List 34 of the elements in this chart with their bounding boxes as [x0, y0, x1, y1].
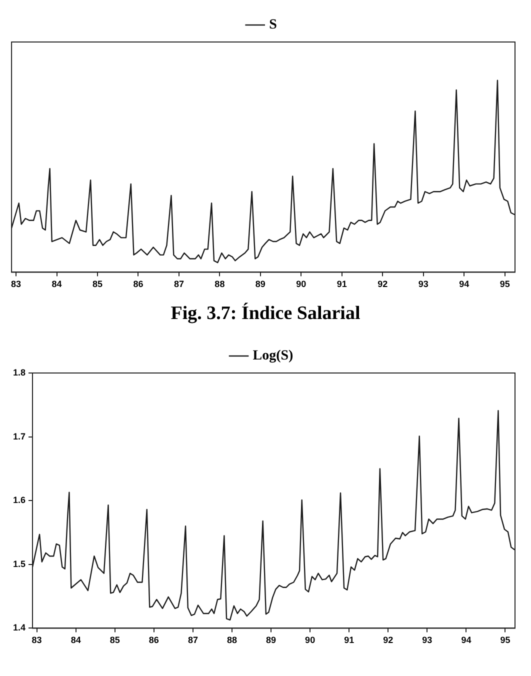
x-tick-label: 86: [148, 635, 159, 646]
x-tick-label: 83: [32, 635, 42, 646]
x-tick-label: 84: [70, 635, 81, 646]
caption: Fig. 3.7: Índice Salarial: [170, 303, 362, 325]
y-tick-label: 1.7: [12, 431, 26, 442]
legend-label: Log(S): [252, 348, 294, 364]
x-tick-label: 94: [461, 635, 472, 646]
x-tick-label: 85: [92, 279, 102, 290]
x-tick-label: 91: [336, 279, 347, 290]
y-tick-label: 1.5: [12, 558, 26, 569]
x-tick-label: 94: [459, 279, 470, 290]
y-tick-label: 1.6: [12, 495, 26, 506]
x-tick-label: 95: [500, 635, 510, 646]
x-tick-label: 84: [52, 279, 62, 290]
x-tick-label: 86: [133, 279, 144, 290]
y-tick-label: 1.4: [12, 622, 26, 633]
x-tick-label: 88: [226, 635, 237, 646]
x-tick-label: 85: [110, 635, 120, 646]
x-tick-label: 87: [188, 635, 198, 646]
x-tick-label: 91: [344, 635, 354, 646]
x-tick-label: 92: [378, 279, 388, 290]
x-tick-label: 93: [418, 279, 428, 290]
y-tick-label: 1.8: [12, 367, 26, 378]
x-tick-label: 89: [255, 279, 266, 290]
x-tick-label: 90: [305, 635, 316, 646]
x-tick-label: 88: [214, 279, 225, 290]
x-tick-label: 87: [174, 279, 184, 290]
x-tick-label: 93: [422, 635, 432, 646]
x-tick-label: 90: [296, 279, 306, 290]
x-tick-label: 92: [383, 635, 394, 646]
x-tick-label: 95: [500, 279, 510, 290]
x-tick-label: 89: [266, 635, 276, 646]
x-tick-label: 83: [11, 279, 22, 290]
legend-label: S: [269, 18, 278, 33]
